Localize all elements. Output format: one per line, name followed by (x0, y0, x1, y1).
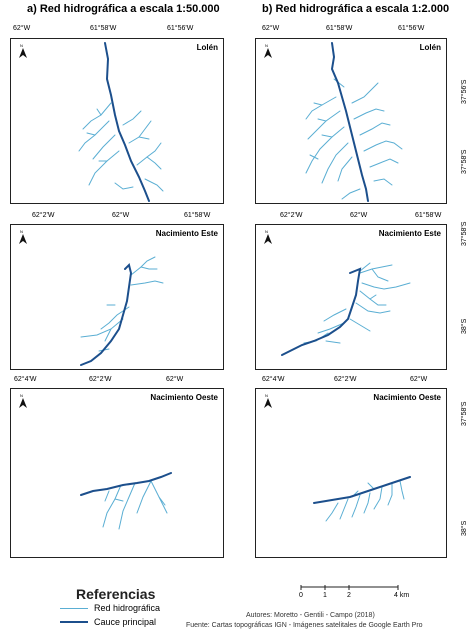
stream-network (313, 476, 411, 522)
scale-label: 1 (323, 592, 327, 599)
map-panel-lolen-2000: N Lolén (255, 38, 447, 204)
map-panel-nacimiento-oeste-2000: N Nacimiento Oeste (255, 388, 447, 558)
lon-tick: 62°2'W (32, 212, 55, 219)
scale-label: 2 (347, 592, 351, 599)
lon-tick: 62°W (112, 212, 130, 219)
lon-tick: 61°58'W (184, 212, 211, 219)
main-channel-path (104, 42, 150, 202)
legend-item-tributaries: Red hidrográfica (60, 603, 160, 613)
panel-name: Lolén (196, 43, 218, 52)
lat-tick: 38°S (461, 318, 468, 334)
map-panel-lolen-50000: N Lolén (10, 38, 224, 204)
lat-tick: 37°58'S (461, 149, 468, 174)
panel-name: Lolén (419, 43, 441, 52)
scale-label: 4 km (394, 592, 410, 599)
north-arrow-icon: N (262, 42, 274, 60)
authors-credit: Autores: Moretto - Gentili - Campo (2018… (246, 612, 375, 619)
lat-tick: 37°56'S (461, 79, 468, 104)
map-panel-nacimiento-este-2000: N Nacimiento Este (255, 224, 447, 370)
right-map-title: b) Red hidrográfica a escala 1:2.000 (262, 3, 450, 15)
north-arrow-icon: N (262, 392, 274, 410)
stream-network (80, 472, 172, 530)
svg-text:N: N (265, 43, 268, 48)
main-channel-path (80, 263, 133, 366)
lon-tick: 62°4'W (262, 376, 285, 383)
lon-tick: 61°56'W (167, 25, 194, 32)
lon-tick: 61°58'W (415, 212, 442, 219)
lon-tick: 62°2'W (280, 212, 303, 219)
svg-text:N: N (265, 393, 268, 398)
left-map-title: a) Red hidrográfica a escala 1:50.000 (27, 3, 220, 15)
legend-label: Red hidrográfica (94, 603, 161, 613)
lat-tick: 37°58'S (461, 221, 468, 246)
svg-text:N: N (265, 229, 268, 234)
panel-name: Nacimiento Oeste (373, 393, 441, 402)
lon-tick: 62°2'W (334, 376, 357, 383)
lat-tick: 38°S (461, 520, 468, 536)
north-arrow-icon: N (17, 392, 29, 410)
legend-title: Referencias (76, 586, 156, 602)
lon-tick: 62°W (410, 376, 428, 383)
scale-bar: 0 1 2 4 km (298, 585, 410, 604)
svg-text:N: N (20, 229, 23, 234)
lon-tick: 62°2'W (89, 376, 112, 383)
lon-tick: 62°W (262, 25, 280, 32)
panel-name: Nacimiento Este (378, 229, 441, 238)
tributary-line-icon (60, 607, 88, 609)
lon-tick: 61°58'W (326, 25, 353, 32)
map-panel-nacimiento-oeste-50000: N Nacimiento Oeste (10, 388, 224, 558)
stream-network (305, 42, 403, 202)
lon-tick: 62°W (13, 25, 31, 32)
north-arrow-icon: N (17, 42, 29, 60)
lon-tick: 61°58'W (90, 25, 117, 32)
main-channel-path (281, 267, 362, 356)
north-arrow-icon: N (262, 228, 274, 246)
svg-text:N: N (20, 393, 23, 398)
stream-network (78, 42, 164, 202)
stream-network (80, 256, 164, 366)
svg-text:N: N (20, 43, 23, 48)
lon-tick: 62°W (350, 212, 368, 219)
panel-name: Nacimiento Este (155, 229, 218, 238)
lon-tick: 62°W (166, 376, 184, 383)
north-arrow-icon: N (17, 228, 29, 246)
legend-item-main-channel: Cauce principal (60, 617, 156, 627)
scale-bar-graphic (300, 585, 399, 590)
stream-network (281, 262, 411, 356)
panel-name: Nacimiento Oeste (150, 393, 218, 402)
map-panel-nacimiento-este-50000: N Nacimiento Este (10, 224, 224, 370)
lon-tick: 61°56'W (398, 25, 425, 32)
main-channel-path (313, 476, 411, 504)
main-channel-path (80, 472, 172, 496)
main-channel-path (330, 42, 369, 202)
source-credit: Fuente: Cartas topográficas IGN - Imágen… (186, 622, 423, 629)
main-channel-line-icon (60, 621, 88, 623)
scale-label: 0 (299, 592, 303, 599)
legend-label: Cauce principal (94, 617, 157, 627)
lon-tick: 62°4'W (14, 376, 37, 383)
lat-tick: 37°58'S (461, 401, 468, 426)
